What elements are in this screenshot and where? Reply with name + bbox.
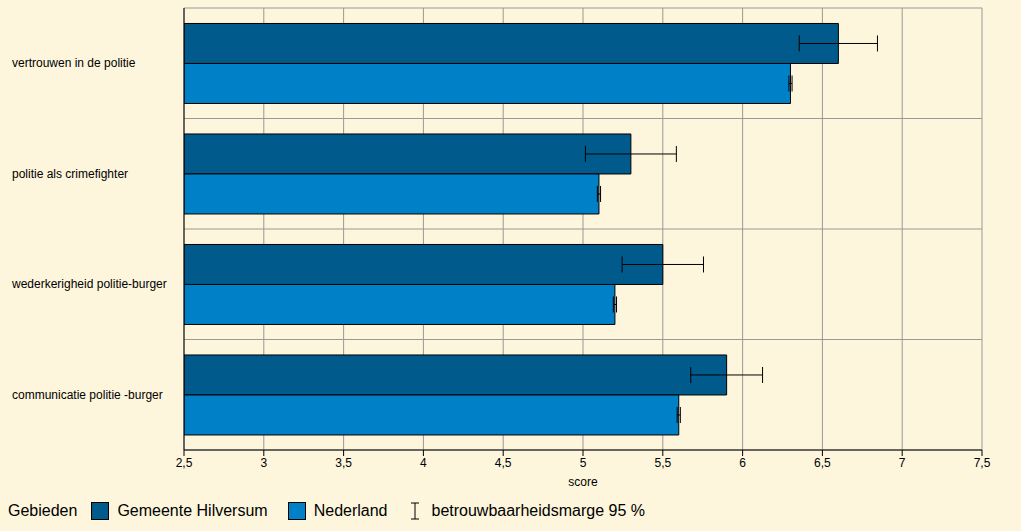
svg-text:politie als crimefighter: politie als crimefighter [12,167,128,181]
html-text:betrouwbaarheidsmarge 95 %: betrouwbaarheidsmarge 95 % [431,502,645,519]
svg-text:2,5: 2,5 [176,456,193,470]
svg-text:wederkerigheid politie-burger: wederkerigheid politie-burger [11,277,167,291]
svg-text:3: 3 [260,456,267,470]
svg-text:5: 5 [580,456,587,470]
svg-text:7: 7 [899,456,906,470]
svg-text:3,5: 3,5 [335,456,352,470]
svg-text:4: 4 [420,456,427,470]
svg-text:6,5: 6,5 [814,456,831,470]
svg-text:6: 6 [739,456,746,470]
svg-text:7,5: 7,5 [974,456,991,470]
svg-text:communicatie politie -burger: communicatie politie -burger [12,388,163,402]
html-text:Gemeente Hilversum: Gemeente Hilversum [117,502,268,519]
svg-text:score: score [568,475,598,489]
svg-text:vertrouwen in de politie: vertrouwen in de politie [12,56,136,70]
html-text:Nederland: Nederland [313,502,388,519]
html-text:Gebieden: Gebieden [8,502,78,519]
svg-text:5,5: 5,5 [654,456,671,470]
svg-text:4,5: 4,5 [495,456,512,470]
